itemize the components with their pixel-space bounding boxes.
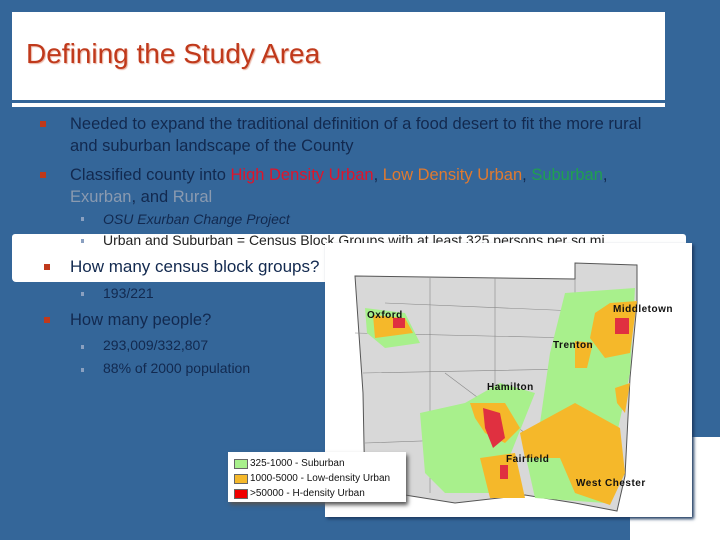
- place-label-hamilton: Hamilton: [487, 382, 534, 393]
- sub-bullet-marker: [81, 217, 84, 221]
- place-label-west-chester: West Chester: [576, 478, 646, 489]
- slide-title: Defining the Study Area: [26, 38, 321, 69]
- legend-swatch: [234, 488, 248, 499]
- place-label-fairfield: Fairfield: [506, 454, 550, 465]
- title-divider: [12, 103, 665, 107]
- place-label-trenton: Trenton: [553, 340, 594, 351]
- bullet-marker: [40, 121, 46, 127]
- sub-bullet-people: 293,009/332,807: [103, 337, 209, 353]
- sub-bullet-marker: [81, 345, 84, 349]
- bullet-marker: [40, 172, 46, 178]
- place-label-oxford: Oxford: [367, 310, 403, 321]
- legend-item: >50000 - H-density Urban: [234, 486, 406, 501]
- bullet-4: How many people?: [70, 311, 212, 329]
- place-label-middletown: Middletown: [613, 304, 673, 315]
- sub-bullet-osu: OSU Exurban Change Project: [103, 211, 290, 227]
- map-graphic: [354, 262, 638, 512]
- legend-item: 325-1000 - Suburban: [234, 456, 406, 471]
- bullet-marker: [44, 264, 50, 270]
- legend-item: 1000-5000 - Low-density Urban: [234, 471, 406, 486]
- bullet-3: How many census block groups?: [70, 257, 320, 276]
- sub-bullet-block-groups: 193/221: [103, 285, 154, 301]
- bullet-1: Needed to expand the traditional definit…: [70, 115, 642, 155]
- bullet-2: Classified county into High Density Urba…: [70, 166, 608, 206]
- legend-swatch: [234, 458, 248, 469]
- sub-bullet-marker: [81, 292, 84, 296]
- highlight-strip: [12, 244, 332, 282]
- high-density-areas: [393, 318, 629, 479]
- bullet-marker: [44, 317, 50, 323]
- sub-bullet-marker: [81, 239, 84, 243]
- title-panel: [12, 12, 665, 100]
- sub-bullet-marker: [81, 368, 84, 372]
- legend-swatch: [234, 473, 248, 484]
- sub-bullet-percent: 88% of 2000 population: [103, 360, 251, 376]
- map-legend: 325-1000 - Suburban 1000-5000 - Low-dens…: [228, 452, 406, 502]
